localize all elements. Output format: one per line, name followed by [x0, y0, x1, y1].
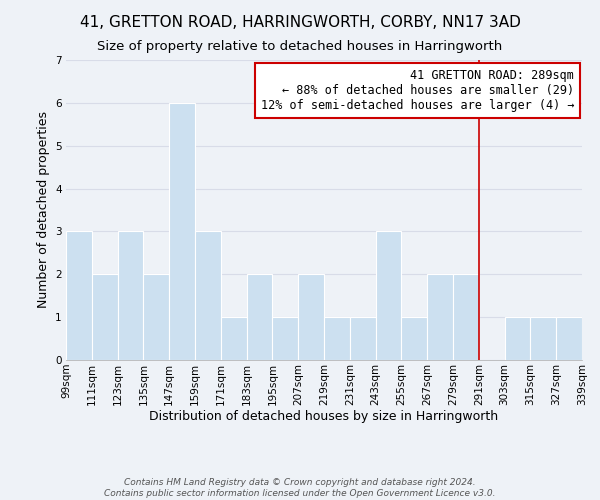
Bar	[92, 274, 118, 360]
Bar	[453, 274, 479, 360]
Bar	[221, 317, 247, 360]
X-axis label: Distribution of detached houses by size in Harringworth: Distribution of detached houses by size …	[149, 410, 499, 424]
Text: 41 GRETTON ROAD: 289sqm
← 88% of detached houses are smaller (29)
12% of semi-de: 41 GRETTON ROAD: 289sqm ← 88% of detache…	[261, 69, 574, 112]
Bar	[376, 232, 401, 360]
Text: 41, GRETTON ROAD, HARRINGWORTH, CORBY, NN17 3AD: 41, GRETTON ROAD, HARRINGWORTH, CORBY, N…	[80, 15, 520, 30]
Bar	[530, 317, 556, 360]
Bar	[401, 317, 427, 360]
Bar	[298, 274, 324, 360]
Bar	[247, 274, 272, 360]
Bar	[350, 317, 376, 360]
Bar	[427, 274, 453, 360]
Bar	[195, 232, 221, 360]
Bar	[505, 317, 530, 360]
Text: Contains HM Land Registry data © Crown copyright and database right 2024.
Contai: Contains HM Land Registry data © Crown c…	[104, 478, 496, 498]
Bar	[66, 232, 92, 360]
Text: Size of property relative to detached houses in Harringworth: Size of property relative to detached ho…	[97, 40, 503, 53]
Bar	[143, 274, 169, 360]
Bar	[272, 317, 298, 360]
Bar	[324, 317, 350, 360]
Y-axis label: Number of detached properties: Number of detached properties	[37, 112, 50, 308]
Bar	[556, 317, 582, 360]
Bar	[169, 103, 195, 360]
Bar	[118, 232, 143, 360]
